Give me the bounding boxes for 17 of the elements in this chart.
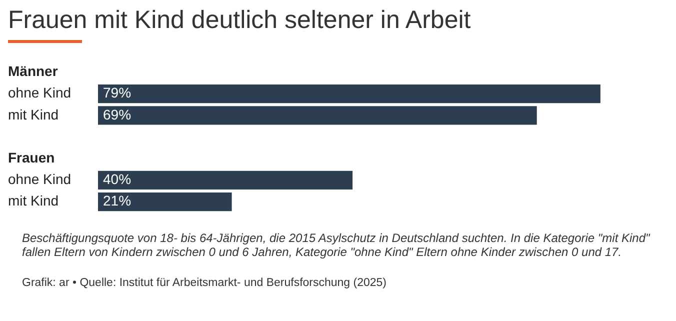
data-label: 21%: [103, 192, 132, 209]
bar: [98, 192, 232, 212]
data-label: 79%: [103, 84, 132, 101]
y-tick-label: ohne Kind: [8, 84, 72, 101]
y-tick-label: Männer: [8, 63, 58, 80]
y-tick-label: Frauen: [8, 149, 55, 166]
data-label: 40%: [103, 171, 132, 188]
y-tick-label: ohne Kind: [8, 171, 72, 188]
text: Beschäftigungsquote von 18- bis 64-Jährigen, die 2015 Asylschutz in Deutschland suchten. In die Kategorie "mit Kind" fallen Eltern von Kindern zwischen 0 und 6 Jahren, Kategorie "ohne Kind" Eltern ohne Kinder zwischen 0 und 17.: [22, 231, 652, 259]
text: Grafik: ar • Quelle: Institut für Arbeitsmarkt- und Berufsforschung (2025): [22, 277, 388, 289]
chart-title: Frauen mit Kind deutlich seltener in Arbeit: [8, 5, 472, 36]
y-tick-label: mit Kind: [8, 192, 59, 209]
data-label: 69%: [103, 106, 132, 122]
bar: [98, 106, 537, 125]
y-tick-label: mit Kind: [8, 106, 59, 122]
bar: [98, 84, 600, 104]
bar: [98, 170, 353, 190]
